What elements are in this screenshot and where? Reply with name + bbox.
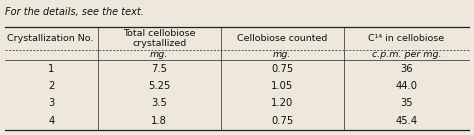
Text: For the details, see the text.: For the details, see the text. bbox=[5, 7, 144, 17]
Text: 35: 35 bbox=[400, 98, 413, 108]
Text: 4: 4 bbox=[48, 116, 55, 126]
Text: 3.5: 3.5 bbox=[151, 98, 167, 108]
Text: c.p.m. per mg.: c.p.m. per mg. bbox=[372, 50, 441, 59]
Text: 1.05: 1.05 bbox=[271, 81, 293, 91]
Text: 2: 2 bbox=[48, 81, 55, 91]
Text: mg.: mg. bbox=[273, 50, 292, 59]
Text: C¹⁴ in cellobiose: C¹⁴ in cellobiose bbox=[368, 34, 445, 43]
Text: Total cellobiose
crystallized: Total cellobiose crystallized bbox=[123, 29, 195, 48]
Text: 44.0: 44.0 bbox=[395, 81, 418, 91]
Text: 7.5: 7.5 bbox=[151, 64, 167, 74]
Text: 1.8: 1.8 bbox=[151, 116, 167, 126]
Text: Crystallization No.: Crystallization No. bbox=[7, 34, 93, 43]
Text: 36: 36 bbox=[400, 64, 413, 74]
Text: Cellobiose counted: Cellobiose counted bbox=[237, 34, 328, 43]
Text: 5.25: 5.25 bbox=[148, 81, 170, 91]
Text: 1.20: 1.20 bbox=[271, 98, 293, 108]
Text: 0.75: 0.75 bbox=[271, 116, 293, 126]
Text: 3: 3 bbox=[48, 98, 55, 108]
Text: 1: 1 bbox=[48, 64, 55, 74]
Text: 0.75: 0.75 bbox=[271, 64, 293, 74]
Text: mg.: mg. bbox=[150, 50, 168, 59]
Text: 45.4: 45.4 bbox=[395, 116, 418, 126]
